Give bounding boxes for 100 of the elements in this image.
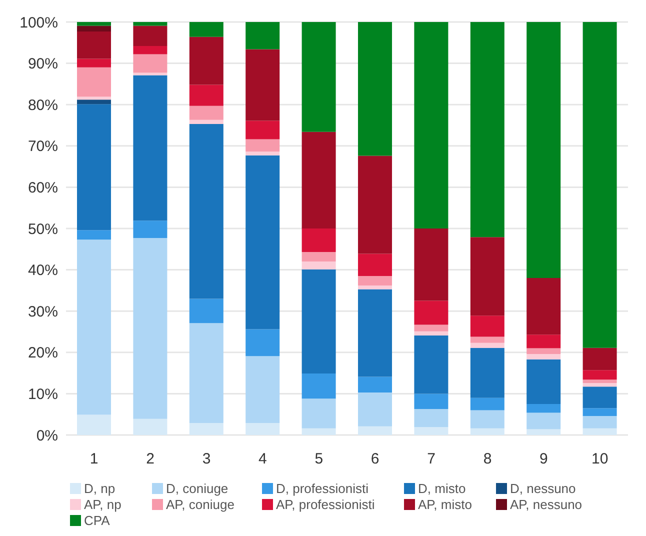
bar (526, 354, 561, 360)
bar (133, 75, 168, 221)
bar (526, 359, 561, 404)
bar (302, 252, 336, 262)
bar (582, 408, 617, 416)
bar (77, 67, 111, 97)
bar (414, 394, 448, 409)
bar (358, 22, 392, 156)
x-tick-label: 6 (370, 450, 380, 468)
bar (77, 240, 111, 415)
bar (246, 22, 280, 50)
bar (246, 356, 280, 424)
bar (358, 254, 392, 276)
bar (582, 386, 617, 408)
x-tick-label: 1 (90, 450, 98, 468)
bar (246, 120, 280, 140)
legend-label: AP, coniuge (166, 497, 234, 512)
bar (414, 335, 448, 394)
bar (470, 342, 504, 348)
bar (77, 32, 111, 59)
bar (189, 323, 224, 424)
bar (302, 262, 336, 270)
bar (133, 22, 168, 26)
bar (470, 428, 504, 435)
x-tick-label: 4 (258, 450, 267, 468)
bar (133, 220, 168, 238)
bar (470, 316, 504, 337)
bar (189, 106, 224, 120)
bar (189, 84, 224, 106)
bar (526, 334, 561, 348)
bar (582, 428, 617, 435)
legend-label: AP, professionisti (276, 497, 375, 512)
bar (358, 289, 392, 377)
bar (246, 152, 280, 156)
bar (302, 398, 336, 428)
bar (414, 408, 448, 428)
bar (470, 237, 504, 316)
legend-label: D, nessuno (510, 481, 576, 496)
bar (358, 276, 392, 286)
bar (470, 348, 504, 398)
bar (133, 238, 168, 419)
bar (358, 376, 392, 392)
bar (526, 348, 561, 354)
bar (526, 278, 561, 335)
bar (358, 426, 392, 435)
bar (77, 22, 111, 26)
bar (302, 22, 336, 132)
bar (526, 22, 561, 278)
bar (414, 228, 448, 301)
bar (526, 429, 561, 435)
x-tick-label: 3 (202, 450, 211, 468)
y-tick-label: 10% (28, 386, 58, 404)
bar (77, 58, 111, 68)
bar (302, 428, 336, 435)
bar (302, 269, 336, 374)
bar (582, 416, 617, 428)
x-tick-label: 5 (314, 450, 324, 468)
bar (358, 392, 392, 426)
bar (302, 228, 336, 252)
x-tick-label: 7 (427, 450, 436, 468)
y-tick-label: 60% (28, 180, 58, 197)
y-tick-label: 30% (28, 303, 58, 320)
legend-label: AP, misto (418, 497, 472, 512)
bar (414, 300, 448, 325)
bar (189, 423, 224, 435)
bar (77, 230, 111, 240)
bar (302, 132, 336, 228)
bar (246, 155, 280, 330)
bar (302, 373, 336, 399)
bar (133, 46, 168, 54)
bar (582, 370, 617, 380)
bar (77, 104, 111, 230)
y-tick-label: 0% (36, 427, 58, 444)
y-tick-label: 50% (28, 220, 58, 238)
bar (77, 414, 111, 435)
x-tick-label: 8 (483, 450, 492, 468)
bar (470, 336, 504, 343)
y-tick-label: 90% (28, 56, 58, 73)
y-tick-label: 80% (28, 96, 58, 114)
y-tick-label: 100% (20, 14, 58, 32)
bar (133, 418, 168, 435)
bar (358, 156, 392, 254)
legend-label: AP, nessuno (510, 497, 582, 512)
bar (582, 382, 617, 387)
bar (189, 120, 224, 124)
bar (246, 423, 280, 435)
bar (77, 100, 111, 104)
bar (133, 26, 168, 46)
bar (189, 36, 224, 85)
y-tick-label: 20% (28, 344, 58, 362)
bar (246, 329, 280, 356)
bar (414, 324, 448, 332)
bar (133, 72, 168, 76)
bar (582, 22, 617, 348)
bar (358, 285, 392, 290)
bar (189, 298, 224, 324)
bar (470, 410, 504, 428)
bar (582, 348, 617, 370)
bar (582, 380, 617, 383)
bar (470, 22, 504, 238)
